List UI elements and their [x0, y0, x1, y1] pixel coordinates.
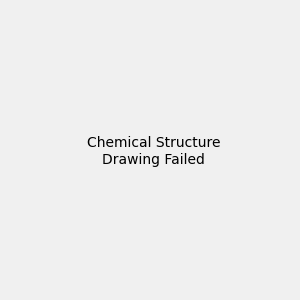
Text: Chemical Structure
Drawing Failed: Chemical Structure Drawing Failed: [87, 136, 220, 166]
